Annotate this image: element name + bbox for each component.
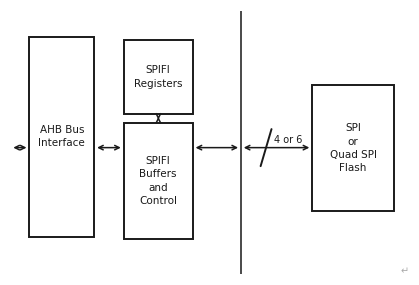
Bar bbox=[124, 123, 193, 239]
Bar bbox=[312, 86, 394, 211]
Text: SPIFI
Registers: SPIFI Registers bbox=[134, 65, 182, 89]
Text: AHB Bus
Interface: AHB Bus Interface bbox=[39, 125, 85, 148]
Text: 4 or 6: 4 or 6 bbox=[274, 135, 303, 145]
Text: SPIFI
Buffers
and
Control: SPIFI Buffers and Control bbox=[139, 156, 177, 206]
Bar bbox=[124, 40, 193, 114]
Text: ↵: ↵ bbox=[401, 266, 409, 276]
Text: SPI
or
Quad SPI
Flash: SPI or Quad SPI Flash bbox=[329, 123, 377, 173]
Bar bbox=[29, 37, 94, 237]
